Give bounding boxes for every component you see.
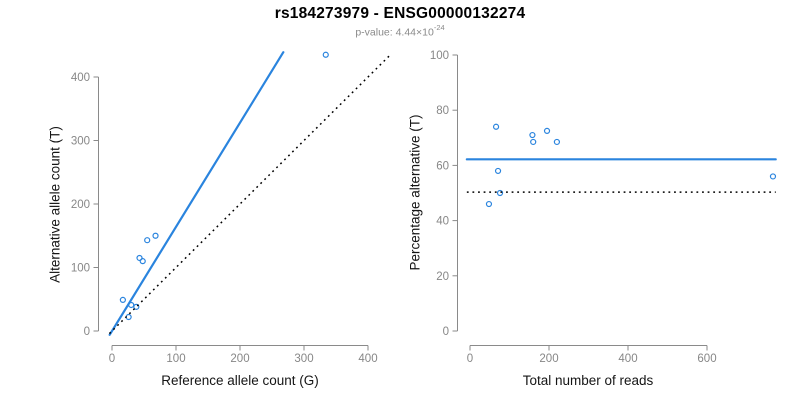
left-y-axis-tick-label: 100: [71, 263, 90, 275]
right-x-axis-tick-label: 200: [539, 353, 558, 365]
right-data-point: [492, 123, 500, 130]
right-data-point: [769, 173, 777, 180]
left-data-point: [136, 254, 143, 262]
plot-title: rs184273979 - ENSG00000132274: [274, 5, 526, 22]
right-x-axis-tick-label: 600: [697, 353, 716, 365]
left-y-axis-tick-label: 300: [71, 136, 90, 148]
plot-subtitle: p-value: 4.44×10-24: [0, 23, 800, 39]
left-y-axis-tick-label: 200: [71, 199, 90, 211]
right-y-axis-tick-label: 80: [436, 105, 449, 117]
left-x-axis-title: Reference allele count (G): [161, 373, 319, 388]
left-x-axis-tick-label: 100: [166, 353, 185, 365]
p-value-text: p-value: 4.44×10: [355, 26, 434, 39]
left-data-point: [152, 232, 159, 239]
right-data-point: [496, 189, 504, 197]
right-data-point: [553, 138, 561, 146]
left-identity-line: [108, 53, 392, 335]
right-y-axis-tick-label: 100: [430, 50, 449, 62]
right-data-point: [485, 200, 493, 208]
left-y-axis-tick-label: 400: [71, 72, 90, 84]
left-y-axis-title: Alternative allele count (T): [47, 126, 63, 283]
left-x-axis-tick-label: 400: [358, 353, 377, 365]
right-y-axis-tick-label: 60: [436, 160, 449, 172]
right-x-axis-tick-label: 400: [618, 353, 637, 365]
left-data-point: [139, 258, 146, 265]
right-y-axis-tick-label: 20: [436, 271, 449, 283]
left-data-point: [133, 303, 140, 310]
left-fit-line: [108, 51, 285, 336]
right-data-point: [494, 167, 502, 175]
right-data-point: [543, 127, 551, 134]
right-x-axis-title: Total number of reads: [522, 373, 654, 388]
left-x-axis-tick-label: 300: [294, 353, 313, 365]
left-data-point: [322, 51, 329, 58]
left-data-point: [119, 296, 126, 303]
right-data-point: [529, 131, 536, 139]
p-value-exponent: -24: [433, 23, 445, 32]
left-x-axis-tick-label: 0: [109, 353, 115, 365]
left-y-axis-tick-label: 0: [84, 326, 90, 338]
left-data-point: [144, 237, 151, 244]
right-x-axis-tick-label: 0: [467, 353, 473, 365]
left-x-axis-tick-label: 200: [230, 353, 249, 365]
right-y-axis-tick-label: 40: [436, 216, 449, 228]
right-y-axis-title: Percentage alternative (T): [407, 114, 423, 271]
right-data-point: [530, 138, 537, 146]
right-y-axis-tick-label: 0: [443, 326, 449, 338]
